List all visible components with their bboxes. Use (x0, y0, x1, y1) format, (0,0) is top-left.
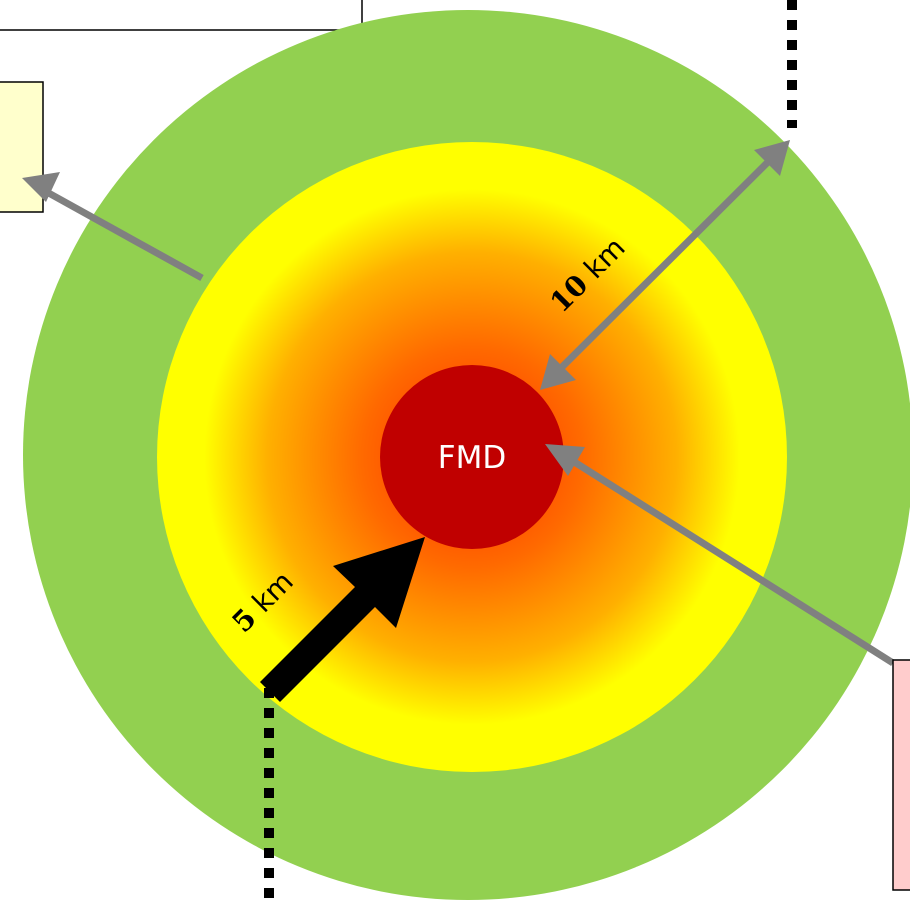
right-pink-box (892, 659, 910, 891)
pointer-arrow-right (545, 444, 895, 666)
inner-radius-arrow (260, 537, 425, 702)
outer-radius-arrow (540, 140, 790, 390)
center-circle (380, 365, 564, 549)
pointer-arrow-left (22, 172, 204, 282)
center-label: FMD (438, 440, 506, 476)
top-left-box (0, 0, 363, 31)
left-yellow-box (0, 81, 44, 213)
